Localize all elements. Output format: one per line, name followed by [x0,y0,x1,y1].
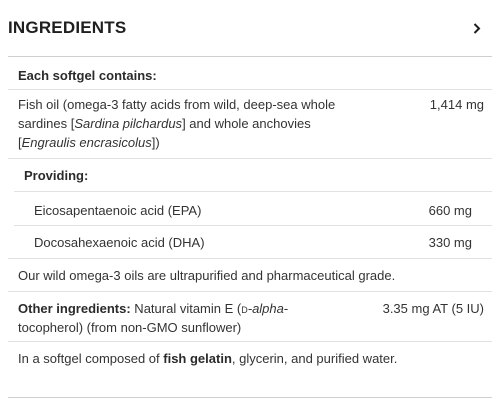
ultrapurified-note: Our wild omega-3 oils are ultrapurified … [8,266,492,285]
table-row-other-ingredients: Other ingredients: Natural vitamin E (d-… [8,299,492,337]
providing-label: Providing: [24,168,89,183]
row-divider [14,191,492,192]
epa-name: Eicosapentaenoic acid (EPA) [34,203,202,218]
other-ingredients-text: Other ingredients: Natural vitamin E (d-… [18,301,289,335]
vitamin-e-amount: 3.35 mg AT (5 IU) [382,301,484,316]
epa-amount: 660 mg [428,203,472,218]
each-softgel-label: Each softgel contains: [18,68,157,83]
fish-oil-name: Fish oil (omega-3 fatty acids from wild,… [18,97,336,150]
providing-row: Providing: [8,166,492,185]
fish-oil-amount: 1,414 mg [429,97,484,112]
dha-name: Docosahexaenoic acid (DHA) [34,235,205,250]
table-row-epa: Eicosapentaenoic acid (EPA) 660 mg [8,201,492,220]
header-divider [8,56,492,57]
table-row-dha: Docosahexaenoic acid (DHA) 330 mg [8,233,492,252]
row-divider [8,258,492,259]
row-divider [8,89,492,90]
note-text: Our wild omega-3 oils are ultrapurified … [18,268,396,283]
dha-amount: 330 mg [428,235,472,250]
section-title: INGREDIENTS [8,18,127,37]
row-divider [14,225,492,226]
footer-divider [8,397,492,398]
ingredients-header[interactable]: INGREDIENTS [0,0,500,56]
other-ingredients-label: Other ingredients: [18,301,131,316]
table-row-fish-oil: Fish oil (omega-3 fatty acids from wild,… [8,95,492,157]
row-divider [8,158,492,159]
table-heading: Each softgel contains: [8,66,492,85]
fish-gelatin-text: fish gelatin [163,351,232,366]
row-divider [8,291,492,292]
row-divider [8,341,492,342]
softgel-composition: In a softgel composed of fish gelatin, g… [18,351,398,366]
chevron-right-icon[interactable] [472,22,482,34]
